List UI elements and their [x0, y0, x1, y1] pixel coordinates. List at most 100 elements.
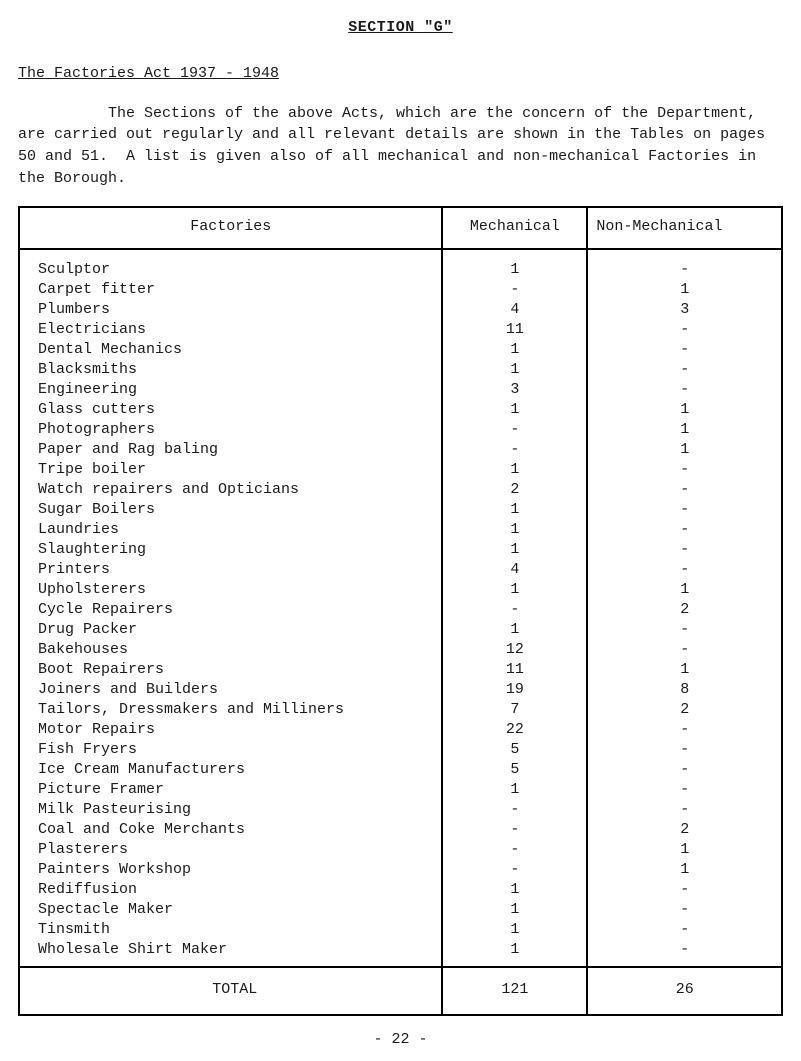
factory-name: Rediffusion: [38, 880, 431, 900]
factory-name: Spectacle Maker: [38, 900, 431, 920]
total-label: TOTAL: [19, 967, 442, 1015]
factory-name: Laundries: [38, 520, 431, 540]
act-title: The Factories Act 1937 - 1948: [18, 64, 783, 84]
mechanical-value: -: [453, 840, 576, 860]
mechanical-value: 7: [453, 700, 576, 720]
factory-name: Plumbers: [38, 300, 431, 320]
factory-name: Painters Workshop: [38, 860, 431, 880]
mechanical-value: 1: [453, 880, 576, 900]
factory-name: Blacksmiths: [38, 360, 431, 380]
col-header-nonmechanical: Non-Mechanical: [587, 207, 782, 249]
nonmechanical-value: -: [598, 500, 771, 520]
mechanical-value: -: [453, 440, 576, 460]
nonmechanical-value: -: [598, 560, 771, 580]
nonmechanical-value: -: [598, 800, 771, 820]
mechanical-value: 11: [453, 320, 576, 340]
cell-nonmechanical-list: -13----111------12--182-----211----: [587, 249, 782, 967]
factory-name: Slaughtering: [38, 540, 431, 560]
factory-name: Paper and Rag baling: [38, 440, 431, 460]
mechanical-value: 1: [453, 460, 576, 480]
mechanical-value: 3: [453, 380, 576, 400]
mechanical-value: -: [453, 280, 576, 300]
col-header-mechanical: Mechanical: [442, 207, 587, 249]
mechanical-value: 12: [453, 640, 576, 660]
mechanical-value: -: [453, 820, 576, 840]
nonmechanical-value: 1: [598, 280, 771, 300]
mechanical-value: 1: [453, 360, 576, 380]
nonmechanical-value: -: [598, 360, 771, 380]
page-number: - 22 -: [18, 1030, 783, 1050]
mechanical-value: 1: [453, 900, 576, 920]
table-body-row: SculptorCarpet fitterPlumbersElectrician…: [19, 249, 782, 967]
intro-paragraph: The Sections of the above Acts, which ar…: [18, 103, 783, 190]
mechanical-value: 1: [453, 520, 576, 540]
factory-name: Glass cutters: [38, 400, 431, 420]
factory-name: Electricians: [38, 320, 431, 340]
table-header-row: Factories Mechanical Non-Mechanical: [19, 207, 782, 249]
factory-name: Tailors, Dressmakers and Milliners: [38, 700, 431, 720]
mechanical-value: 1: [453, 540, 576, 560]
mechanical-value: 5: [453, 760, 576, 780]
mechanical-value: 1: [453, 500, 576, 520]
factory-name: Sculptor: [38, 260, 431, 280]
total-mechanical: 121: [442, 967, 587, 1015]
mechanical-value: 1: [453, 400, 576, 420]
table-total-row: TOTAL 121 26: [19, 967, 782, 1015]
nonmechanical-value: 1: [598, 400, 771, 420]
mechanical-value: 5: [453, 740, 576, 760]
nonmechanical-value: -: [598, 780, 771, 800]
mechanical-value: 22: [453, 720, 576, 740]
factory-name: Picture Framer: [38, 780, 431, 800]
nonmechanical-value: 2: [598, 820, 771, 840]
factory-name: Carpet fitter: [38, 280, 431, 300]
cell-mechanical-list: 1-4111131--1211141-1121119722551----1111: [442, 249, 587, 967]
nonmechanical-value: -: [598, 620, 771, 640]
factory-name: Photographers: [38, 420, 431, 440]
mechanical-value: 1: [453, 260, 576, 280]
mechanical-value: -: [453, 420, 576, 440]
mechanical-value: -: [453, 800, 576, 820]
nonmechanical-value: -: [598, 720, 771, 740]
nonmechanical-value: 1: [598, 440, 771, 460]
factory-name: Engineering: [38, 380, 431, 400]
nonmechanical-value: -: [598, 640, 771, 660]
factory-name: Printers: [38, 560, 431, 580]
nonmechanical-value: -: [598, 740, 771, 760]
factory-name: Drug Packer: [38, 620, 431, 640]
nonmechanical-value: 3: [598, 300, 771, 320]
factory-name: Motor Repairs: [38, 720, 431, 740]
mechanical-value: 1: [453, 340, 576, 360]
nonmechanical-value: -: [598, 460, 771, 480]
section-heading: SECTION "G": [18, 18, 783, 38]
factory-name: Cycle Repairers: [38, 600, 431, 620]
mechanical-value: 1: [453, 940, 576, 960]
nonmechanical-value: 1: [598, 580, 771, 600]
factory-name: Plasterers: [38, 840, 431, 860]
factory-name: Coal and Coke Merchants: [38, 820, 431, 840]
mechanical-value: 1: [453, 920, 576, 940]
mechanical-value: 2: [453, 480, 576, 500]
factory-name: Milk Pasteurising: [38, 800, 431, 820]
factory-name: Watch repairers and Opticians: [38, 480, 431, 500]
factory-name: Fish Fryers: [38, 740, 431, 760]
mechanical-value: 1: [453, 620, 576, 640]
factory-name: Tripe boiler: [38, 460, 431, 480]
nonmechanical-value: 1: [598, 420, 771, 440]
factory-name: Bakehouses: [38, 640, 431, 660]
factory-name: Boot Repairers: [38, 660, 431, 680]
mechanical-value: 19: [453, 680, 576, 700]
col-header-factories: Factories: [19, 207, 442, 249]
mechanical-value: 1: [453, 580, 576, 600]
nonmechanical-value: -: [598, 540, 771, 560]
nonmechanical-value: 1: [598, 840, 771, 860]
nonmechanical-value: -: [598, 520, 771, 540]
factory-name: Upholsterers: [38, 580, 431, 600]
nonmechanical-value: -: [598, 920, 771, 940]
nonmechanical-value: 2: [598, 600, 771, 620]
nonmechanical-value: -: [598, 880, 771, 900]
nonmechanical-value: -: [598, 760, 771, 780]
nonmechanical-value: -: [598, 380, 771, 400]
nonmechanical-value: 8: [598, 680, 771, 700]
nonmechanical-value: 1: [598, 860, 771, 880]
factory-name: Wholesale Shirt Maker: [38, 940, 431, 960]
